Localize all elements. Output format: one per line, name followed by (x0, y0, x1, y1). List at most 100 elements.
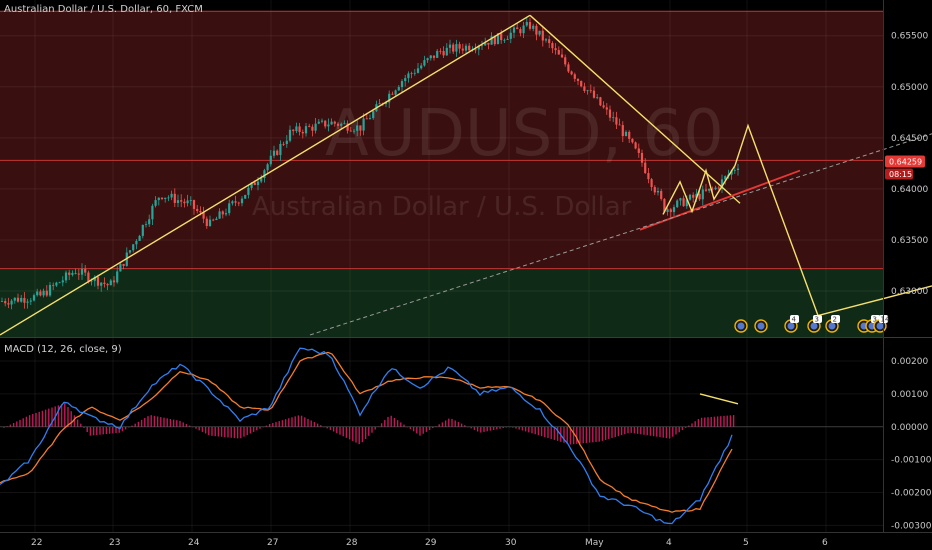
candle (567, 64, 570, 72)
histogram-bar (640, 426, 642, 435)
candle (400, 81, 404, 88)
histogram-bar (240, 426, 242, 439)
histogram-bar (35, 412, 37, 427)
bar-countdown: 08:15 (889, 170, 912, 179)
candle (551, 43, 554, 49)
histogram-bar (448, 418, 450, 427)
histogram-bar (595, 426, 597, 442)
histogram-bar (124, 426, 127, 430)
histogram-bar (115, 426, 117, 434)
candle (199, 211, 202, 213)
event-count: 3 (873, 316, 877, 324)
candle (122, 263, 125, 266)
candle (484, 42, 487, 46)
histogram-bar (118, 426, 120, 433)
histogram-bar (99, 426, 101, 435)
harmonic-pattern-line (662, 123, 932, 317)
candle (260, 178, 263, 182)
candle (615, 117, 618, 125)
histogram-bar (416, 426, 418, 434)
candle (480, 45, 484, 47)
histogram-bar (521, 426, 524, 431)
histogram-bar (361, 426, 364, 443)
histogram-bar (505, 426, 508, 428)
candle (688, 194, 692, 200)
time-tick-label: May (585, 538, 604, 548)
histogram-bar (220, 426, 223, 437)
histogram-bar (3, 426, 5, 428)
candle (349, 130, 352, 132)
flag-icon (787, 322, 795, 330)
price-tick-label: 0.65500 (891, 32, 928, 42)
candle (468, 45, 471, 51)
event-count-bg (831, 315, 840, 323)
histogram-bar (656, 426, 658, 437)
histogram-bar (704, 417, 706, 427)
histogram-bar (316, 423, 319, 427)
candle (599, 97, 602, 106)
event-badges[interactable]: 4 3 2 3 14 (734, 315, 890, 333)
candle (36, 291, 39, 296)
histogram-bar (601, 426, 604, 441)
histogram-bar (441, 422, 444, 427)
histogram-bar (60, 404, 63, 427)
histogram-bar (444, 420, 447, 427)
histogram-bar (620, 426, 623, 436)
candle (160, 197, 164, 199)
candle (58, 282, 61, 284)
candle (157, 197, 160, 201)
candle (116, 271, 119, 283)
time-tick-label: 6 (822, 538, 828, 548)
macd-axis-labels[interactable]: 0.00200 0.00100 0.00000 -0.00100 -0.00200 -0.… (891, 357, 932, 531)
histogram-bar (92, 426, 95, 436)
price-axis-labels[interactable]: 0.65500 0.65000 0.64500 0.64000 0.63500 0.630… (891, 32, 928, 297)
histogram-bar (140, 419, 143, 427)
histogram-bar (387, 416, 389, 427)
chart-title[interactable]: Australian Dollar / U.S. Dollar, 60, FXC… (4, 4, 203, 15)
histogram-bar (598, 426, 600, 442)
time-tick-label: 27 (267, 538, 278, 548)
price-tick-label: 0.65000 (891, 83, 928, 93)
candle (109, 280, 112, 286)
histogram-bar (70, 411, 72, 427)
histogram-bar (297, 415, 300, 427)
time-axis-labels[interactable]: 22 23 24 27 28 29 30 May 4 5 6 (31, 538, 828, 548)
candle (308, 126, 311, 127)
candle (519, 29, 522, 34)
candle (256, 181, 260, 186)
histogram-bar (332, 426, 335, 432)
macd-title[interactable]: MACD (12, 26, close, 9) (4, 344, 122, 355)
histogram-bar (105, 426, 108, 435)
histogram-bar (556, 426, 559, 441)
candle (39, 291, 42, 296)
histogram-bar (265, 425, 268, 427)
candle (52, 284, 55, 286)
histogram-bar (230, 426, 232, 438)
candle (474, 49, 477, 51)
event-badge: 3 (807, 315, 822, 333)
candle (205, 218, 208, 226)
candle (420, 65, 423, 69)
histogram-bar (281, 420, 284, 427)
candle (372, 111, 375, 119)
histogram-bar (147, 416, 149, 427)
candle (436, 50, 439, 58)
candle (20, 297, 23, 302)
histogram-bar (544, 426, 546, 438)
candle (685, 199, 688, 207)
candle (653, 187, 656, 193)
candle (90, 280, 93, 282)
histogram-bar (348, 426, 351, 440)
candle (304, 126, 308, 134)
candle (458, 44, 461, 49)
histogram-bar (275, 422, 277, 427)
histogram-bar (585, 426, 588, 443)
histogram-bar (697, 419, 700, 427)
candle (96, 276, 100, 286)
histogram-bar (688, 425, 690, 427)
histogram-bar (604, 426, 607, 440)
candle (301, 131, 304, 134)
event-count: 14 (881, 316, 890, 324)
histogram-bar (512, 426, 514, 428)
